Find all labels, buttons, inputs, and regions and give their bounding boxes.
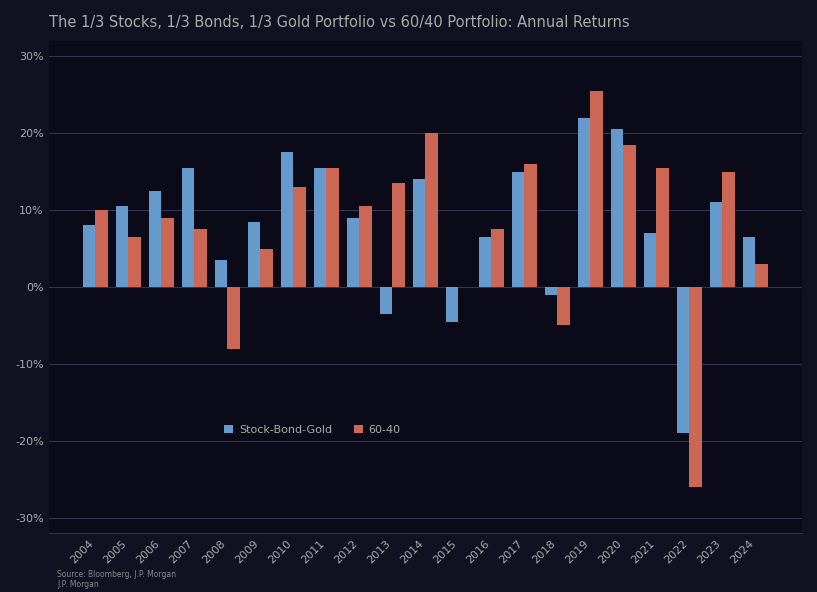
Bar [215, 260, 227, 287]
Legend: Stock-Bond-Gold, 60-40: Stock-Bond-Gold, 60-40 [220, 420, 405, 439]
Bar [611, 129, 623, 287]
Bar [676, 287, 690, 433]
Bar [755, 264, 768, 287]
Bar [426, 133, 438, 287]
Bar [149, 191, 162, 287]
Bar [392, 183, 405, 287]
Bar [446, 287, 458, 321]
Bar [743, 237, 755, 287]
Bar [491, 229, 504, 287]
Bar [83, 226, 96, 287]
Bar [710, 202, 722, 287]
Bar [722, 172, 734, 287]
Bar [96, 210, 108, 287]
Bar [380, 287, 392, 314]
Bar [690, 287, 702, 487]
Bar [479, 237, 491, 287]
Bar [590, 91, 603, 287]
Bar [656, 168, 669, 287]
Bar [194, 229, 207, 287]
Bar [293, 187, 306, 287]
Bar [578, 118, 590, 287]
Bar [248, 221, 261, 287]
Bar [162, 218, 174, 287]
Bar [326, 168, 339, 287]
Bar [525, 164, 537, 287]
Bar [314, 168, 326, 287]
Bar [545, 287, 557, 295]
Bar [281, 152, 293, 287]
Bar [116, 206, 128, 287]
Bar [128, 237, 141, 287]
Bar [557, 287, 569, 326]
Bar [413, 179, 426, 287]
Bar [227, 287, 240, 349]
Bar [511, 172, 525, 287]
Text: Source: Bloomberg, J.P. Morgan
J.P. Morgan: Source: Bloomberg, J.P. Morgan J.P. Morg… [57, 570, 176, 589]
Bar [261, 249, 273, 287]
Bar [346, 218, 359, 287]
Bar [623, 144, 636, 287]
Text: The 1/3 Stocks, 1/3 Bonds, 1/3 Gold Portfolio vs 60/40 Portfolio: Annual Returns: The 1/3 Stocks, 1/3 Bonds, 1/3 Gold Port… [48, 15, 629, 30]
Bar [182, 168, 194, 287]
Bar [644, 233, 656, 287]
Bar [359, 206, 372, 287]
